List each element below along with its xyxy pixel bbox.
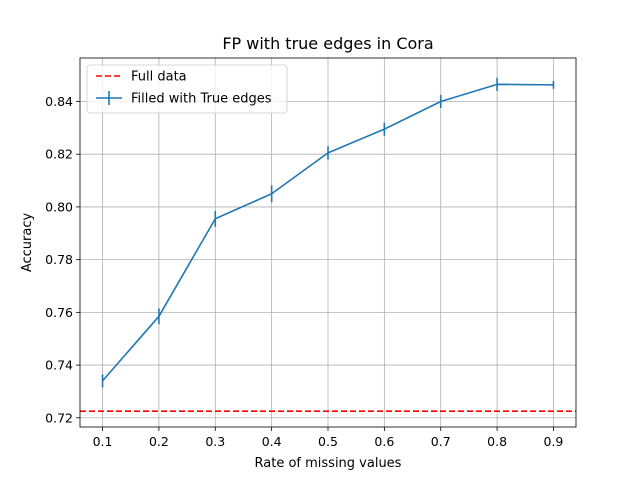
x-tick-label: 0.5 xyxy=(318,434,338,449)
chart-title: FP with true edges in Cora xyxy=(222,34,433,53)
x-tick-label: 0.7 xyxy=(431,434,451,449)
y-tick-label: 0.82 xyxy=(45,147,73,162)
y-tick-label: 0.76 xyxy=(45,305,73,320)
legend-label-filled-true-edges: Filled with True edges xyxy=(131,92,272,107)
x-tick-label: 0.9 xyxy=(544,434,564,449)
series-layer xyxy=(80,77,576,412)
y-tick-label: 0.74 xyxy=(45,358,73,373)
x-axis-ticks: 0.1 0.2 0.3 0.4 0.5 0.6 0.7 0.8 0.9 xyxy=(93,427,564,449)
x-axis-label: Rate of missing values xyxy=(255,456,402,471)
y-axis-label: Accuracy xyxy=(20,213,35,273)
legend: Full data Filled with True edges xyxy=(86,64,288,114)
x-tick-label: 0.2 xyxy=(149,434,169,449)
legend-label-full-data: Full data xyxy=(131,70,187,85)
y-tick-label: 0.78 xyxy=(45,252,73,267)
y-axis-ticks: 0.72 0.74 0.76 0.78 0.80 0.82 0.84 xyxy=(45,94,80,425)
x-tick-label: 0.6 xyxy=(374,434,394,449)
grid xyxy=(80,58,576,427)
x-tick-label: 0.8 xyxy=(487,434,507,449)
y-tick-label: 0.72 xyxy=(45,410,73,425)
x-tick-label: 0.1 xyxy=(93,434,113,449)
x-tick-label: 0.3 xyxy=(205,434,225,449)
y-tick-label: 0.84 xyxy=(45,94,73,109)
y-tick-label: 0.80 xyxy=(45,199,73,214)
x-tick-label: 0.4 xyxy=(262,434,282,449)
legend-box xyxy=(86,64,288,114)
